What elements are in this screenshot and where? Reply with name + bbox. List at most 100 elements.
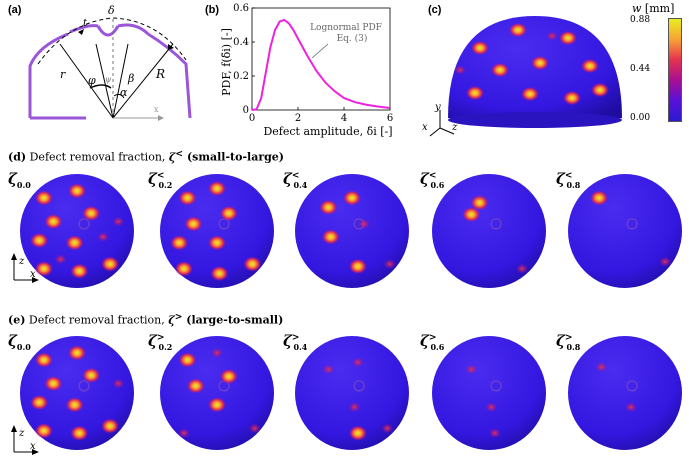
zeta-sub: 0.4 [293,342,308,352]
defect-spot [219,205,238,221]
colorbar [668,18,682,122]
pdf-xtick: 4 [341,113,347,124]
defect-spot [112,378,125,389]
defect-spot [208,235,226,251]
axis-z-label: z [451,122,458,133]
zeta-symbol: ζ [148,170,157,188]
defect-spot [322,364,335,375]
defect-spot [248,423,261,434]
axes-triad-e: z x [11,425,39,455]
defect-spot [96,231,109,242]
defect-spot [219,368,238,385]
pdf-frame [251,7,391,111]
defect-spot [170,235,189,251]
pdf-xtick: 0 [249,113,255,124]
row-d-title: (d) Defect removal fraction, ζ< (small-t… [8,148,284,164]
sphere-e-3 [432,336,546,450]
defect-spot [208,180,226,197]
symbol-x: x [154,105,159,114]
dome-defect-spot [591,82,609,98]
zeta-sup: > [428,333,437,343]
pdf-annotation-line2: Eq. (3) [337,33,368,44]
pdf-ytick: 0.4 [233,37,249,48]
defect-spot [465,364,478,375]
defect-spot [488,428,501,439]
hemisphere-render [448,16,622,128]
defect-spot [186,378,205,394]
row-e-label-2: ζ>0.4 [283,332,307,352]
row-d-title-symbol: ζ [168,150,176,164]
defect-spot [381,423,394,434]
pdf-ytick: 0.6 [233,3,249,14]
row-e-label-3: ζ>0.6 [420,332,444,352]
row-e-title-symbol: ζ [168,313,175,327]
sphere-e-4 [568,336,682,450]
defect-spot [590,190,609,206]
row-e-axis-x: x [30,441,36,452]
pdf-chart: 0 2 4 6 0 0.2 0.4 0.6 PDF, f(δ̄i) [-] Defect am… [220,3,393,138]
colorbar-tick-min: 0.00 [630,113,651,123]
dome-defect-spot [546,31,558,41]
sphere-d-3 [432,174,546,288]
dome-defect-spot [531,55,549,71]
row-e-label: (e) [8,313,26,327]
zeta-symbol: ζ [556,170,565,188]
pdf-xtick: 6 [387,113,393,124]
zeta-sub: 0.8 [566,180,581,190]
row-d-label: (d) [8,150,27,164]
defect-spot [516,263,529,274]
defect-spot [357,218,370,230]
defect-spot [82,205,101,221]
zeta-symbol: ζ [148,332,157,350]
pdf-xlabel: Defect amplitude, δ̄i [-] [263,125,392,138]
zeta-sub: 0.2 [158,180,173,190]
zeta-symbol: ζ [8,332,17,350]
defect-spot [624,402,637,413]
sphere-e-1 [160,336,274,450]
defect-spot [211,347,223,358]
defect-spot [30,394,49,411]
dome-defect-spot [454,65,466,75]
zeta-sub: 0.8 [566,342,581,352]
defect-spot [70,263,89,279]
sphere-d-0 [20,174,134,288]
sphere-e-2 [295,336,409,450]
colorbar-label: w [mm] [632,2,674,15]
defect-spot [659,256,672,267]
symbol-alpha: α [120,86,128,99]
defect-spot [470,195,489,211]
defect-spot [174,261,193,277]
row-e-label-1: ζ>0.2 [148,332,172,352]
row-e-title: (e) Defect removal fraction, ζ> (large-t… [8,311,283,327]
defect-spot [595,361,608,373]
zeta-symbol: ζ [420,332,429,350]
zeta-sub: 0.2 [158,342,173,352]
zeta-symbol: ζ [283,170,292,188]
pdf-ytick: 0.2 [233,71,249,82]
sphere-d-1 [160,174,274,288]
row-d-axis-x: x [30,269,36,280]
pdf-ylabel: PDF, f(δ̄i) [-] [220,28,233,96]
defect-spot [112,216,125,227]
zeta-symbol: ζ [283,332,292,350]
row-e-axis-z: z [18,428,25,439]
pdf-ytick: 0 [243,105,249,116]
defect-spot [34,261,53,277]
axis-x-label: x [422,122,428,133]
zeta-sup: > [564,333,573,343]
defect-spot [101,418,120,434]
dome-defect-spot [491,62,509,78]
defect-spot [34,352,53,368]
defect-spot [485,402,498,413]
defect-spot [101,256,120,272]
pdf-annotation-line1: Lognormal PDF [310,23,382,33]
pdf-series-line [251,18,391,111]
defect-spot [34,423,53,439]
defect-spot [82,367,101,383]
dome-defect-spot [509,22,527,38]
row-e-title-mode: (large-to-small) [182,313,284,327]
zeta-sub: 0.0 [16,180,31,190]
defect-spot [70,425,89,441]
dome-defect-spot [521,86,539,102]
dome-defect-spot [471,40,489,56]
